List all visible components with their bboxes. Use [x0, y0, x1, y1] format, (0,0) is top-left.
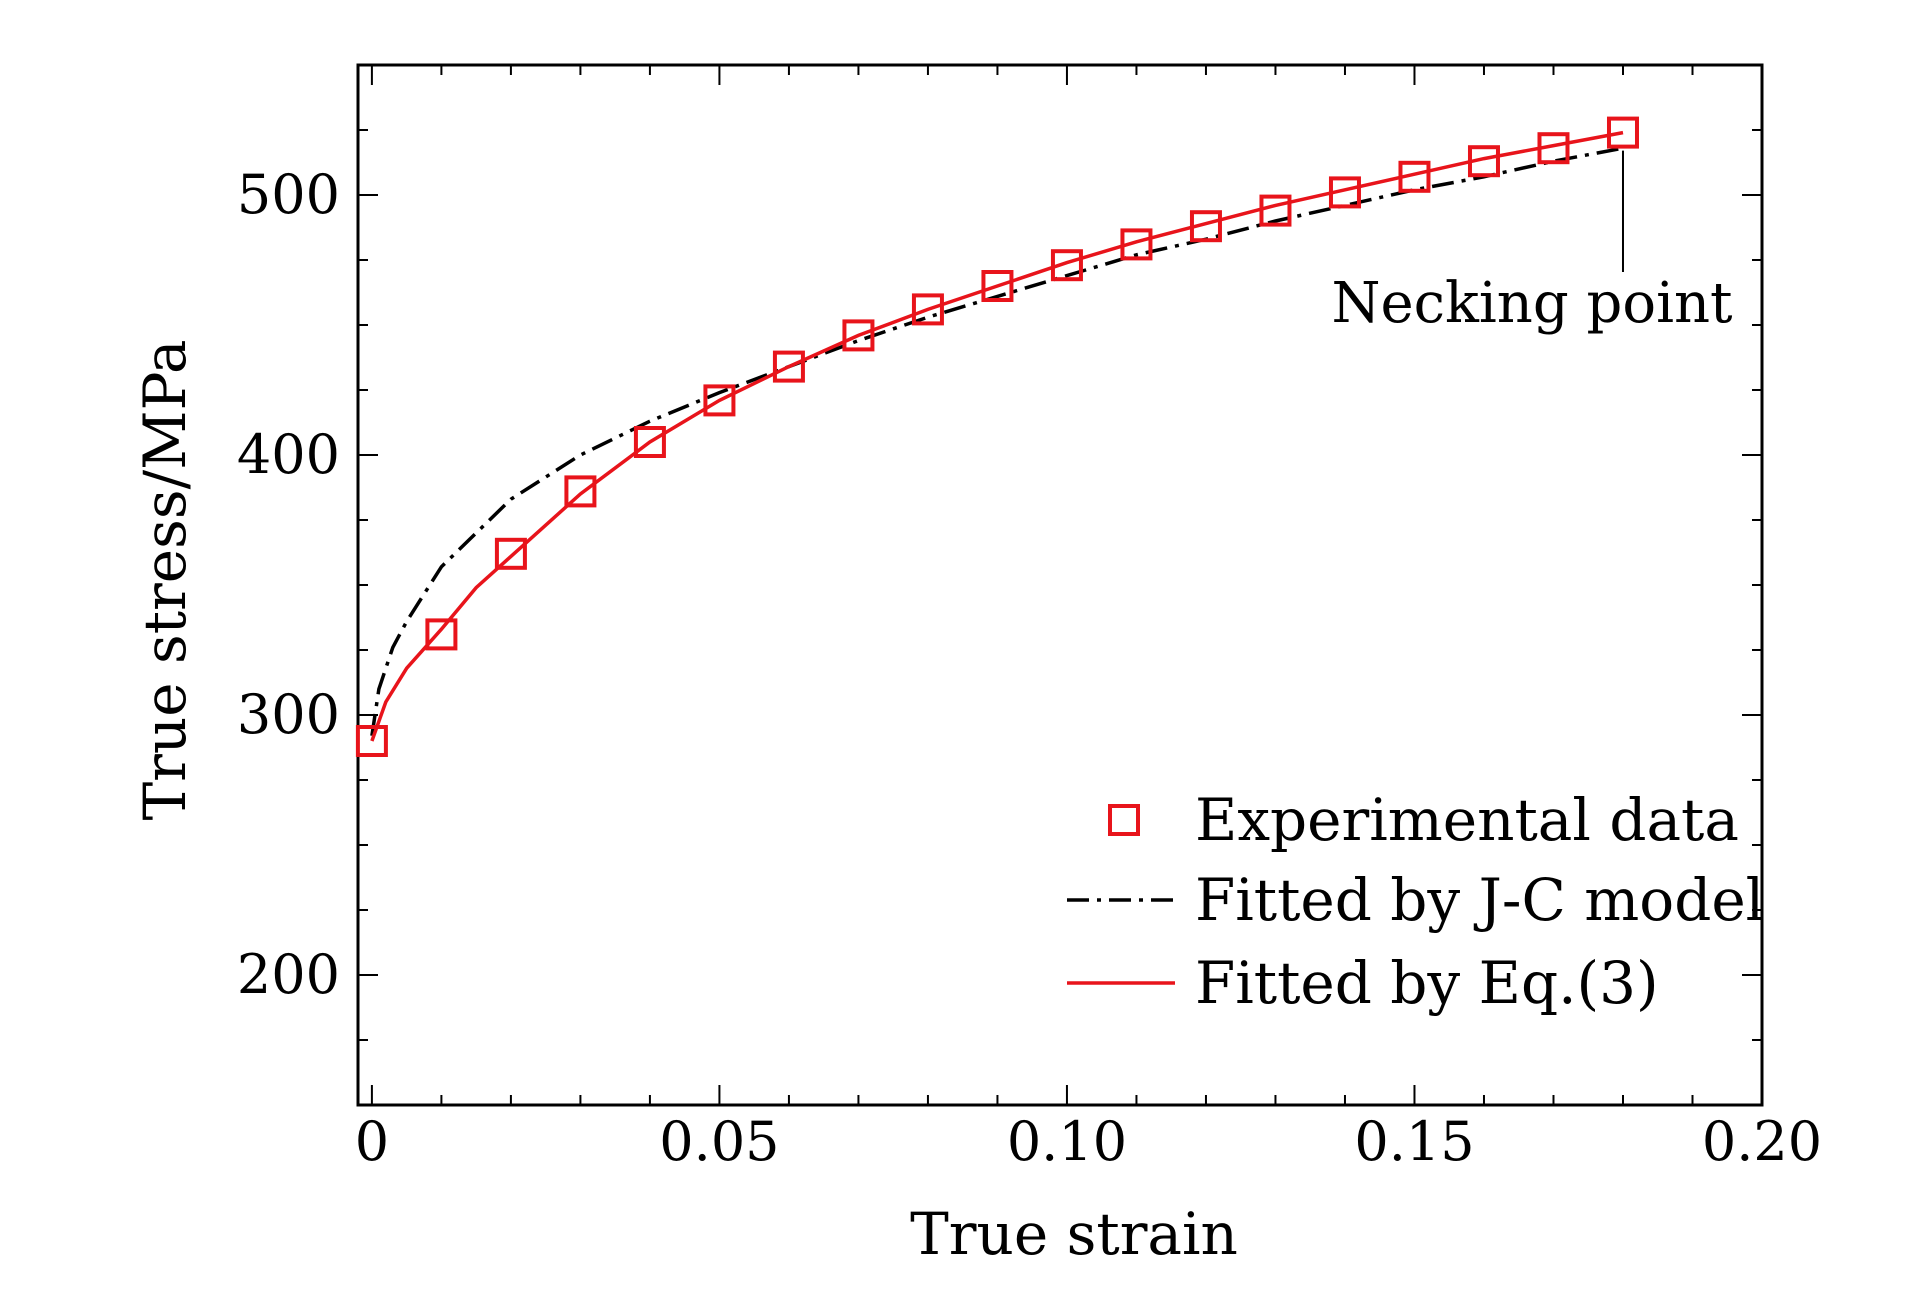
y-tick-label: 200 — [237, 943, 340, 1006]
x-tick-label: 0.15 — [1354, 1110, 1474, 1173]
x-tick-label: 0.10 — [1007, 1110, 1127, 1173]
data-point-marker — [1259, 194, 1292, 227]
y-tick-label: 400 — [237, 423, 340, 486]
y-axis-title: True stress/MPa — [131, 339, 199, 820]
axis-ticks — [358, 64, 1763, 1105]
data-point-marker — [1050, 249, 1083, 282]
data-point-marker — [772, 350, 805, 383]
series-line — [370, 146, 1624, 737]
data-point-marker — [1328, 176, 1361, 209]
annotation: Necking point — [1331, 150, 1733, 336]
series-layer — [355, 116, 1639, 757]
necking-point-label: Necking point — [1331, 271, 1733, 336]
y-tick-labels: 200 300 400 500 — [237, 163, 340, 1006]
data-point-marker — [842, 319, 875, 352]
data-point-marker — [425, 618, 458, 651]
data-point-marker — [1606, 116, 1639, 149]
x-tick-label: 0 — [355, 1110, 389, 1173]
x-tick-label: 0.20 — [1702, 1110, 1822, 1173]
data-point-marker — [911, 293, 944, 326]
legend-marker-experimental — [1108, 804, 1140, 836]
legend-label: Fitted by J-C model — [1195, 866, 1764, 934]
data-point-marker — [1189, 210, 1222, 243]
x-tick-labels: 0 0.05 0.10 0.15 0.20 — [355, 1110, 1822, 1173]
data-point-marker — [1120, 228, 1153, 261]
legend-label: Fitted by Eq.(3) — [1195, 949, 1659, 1017]
legend-label: Experimental data — [1195, 786, 1739, 854]
x-axis-title: True strain — [910, 1200, 1238, 1268]
legend: Experimental data Fitted by J-C model Fitt… — [1067, 786, 1764, 1017]
x-tick-label: 0.05 — [659, 1110, 779, 1173]
y-tick-label: 500 — [237, 163, 340, 226]
data-point-marker — [1537, 132, 1570, 165]
y-tick-label: 300 — [237, 683, 340, 746]
data-point-marker — [494, 537, 527, 570]
data-point-marker — [1467, 145, 1500, 178]
data-point-marker — [564, 475, 597, 508]
data-point-marker — [1398, 160, 1431, 193]
data-point-marker — [355, 725, 388, 757]
data-point-marker — [633, 426, 666, 458]
series-line — [370, 130, 1624, 742]
data-point-marker — [703, 384, 736, 417]
data-point-marker — [981, 270, 1014, 302]
